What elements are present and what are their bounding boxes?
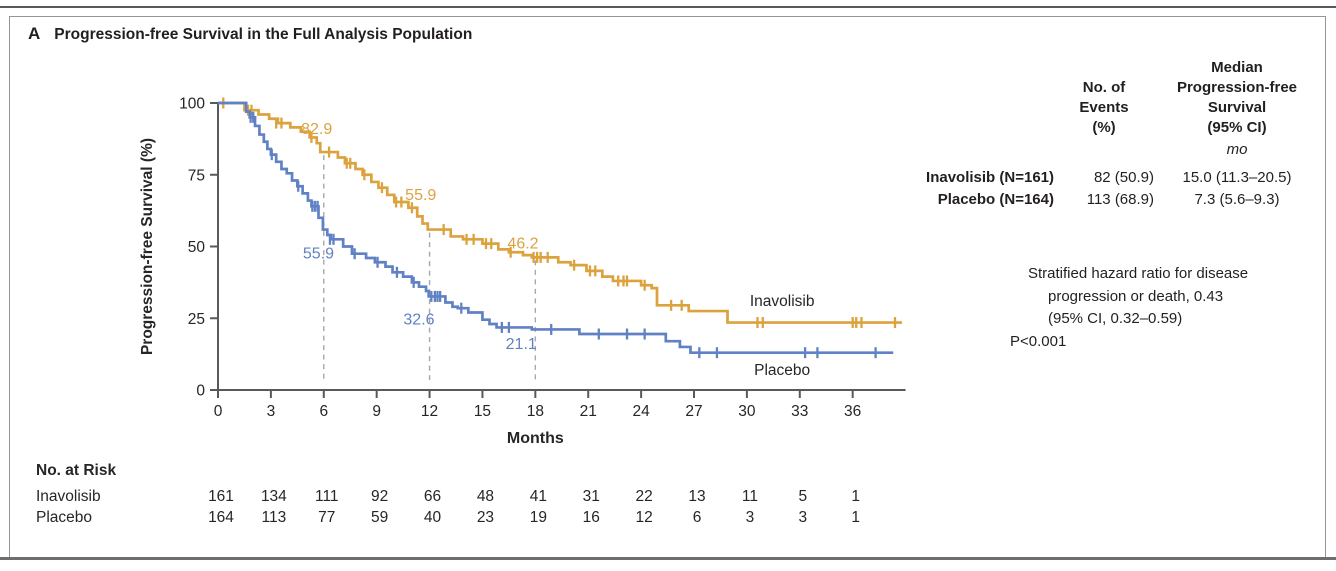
risk-count: 1 bbox=[851, 488, 860, 505]
survival-annotation: 21.1 bbox=[506, 336, 537, 353]
y-axis-title: Progression-free Survival (%) bbox=[139, 138, 156, 355]
curve-label-placebo: Placebo bbox=[754, 362, 810, 379]
median-value: 15.0 (11.3–20.5) bbox=[1182, 169, 1292, 186]
risk-count: 19 bbox=[530, 509, 547, 526]
x-tick-label: 33 bbox=[791, 403, 808, 420]
y-tick-label: 50 bbox=[188, 239, 206, 256]
risk-count: 92 bbox=[371, 488, 388, 505]
x-axis-title: Months bbox=[507, 430, 564, 447]
x-tick-label: 24 bbox=[632, 403, 650, 420]
y-tick-label: 0 bbox=[196, 383, 205, 400]
curve-label-inavolisib: Inavolisib bbox=[750, 293, 815, 310]
risk-count: 11 bbox=[742, 488, 758, 505]
risk-count: 41 bbox=[530, 488, 547, 505]
top-rule bbox=[0, 6, 1336, 8]
km-curve-inavolisib bbox=[218, 101, 903, 324]
risk-count: 1 bbox=[851, 509, 860, 526]
stats-block: No. of Events (%) Median Progression-fre… bbox=[884, 58, 1320, 210]
panel-letter: A bbox=[28, 24, 41, 43]
x-tick-label: 21 bbox=[580, 403, 597, 420]
stats-row-inavolisib: Inavolisib (N=161) 82 (50.9) 15.0 (11.3–… bbox=[884, 167, 1320, 189]
risk-count: 3 bbox=[746, 509, 755, 526]
group-label: Inavolisib (N=161) bbox=[926, 169, 1054, 186]
risk-count: 113 bbox=[262, 509, 287, 526]
x-tick-label: 0 bbox=[214, 403, 223, 420]
risk-row-label: Inavolisib bbox=[36, 488, 101, 505]
risk-count: 134 bbox=[261, 488, 287, 505]
x-tick-label: 36 bbox=[844, 403, 861, 420]
survival-annotation: 55.9 bbox=[405, 187, 436, 204]
survival-annotation: 32.6 bbox=[403, 312, 434, 329]
y-tick-label: 75 bbox=[188, 167, 205, 184]
x-tick-label: 18 bbox=[527, 403, 544, 420]
x-tick-label: 27 bbox=[685, 403, 702, 420]
events-value: 113 (68.9) bbox=[1086, 190, 1154, 208]
x-tick-label: 3 bbox=[267, 403, 276, 420]
figure-panel-border bbox=[9, 16, 1326, 560]
unit-label: mo bbox=[1226, 141, 1248, 158]
risk-count: 161 bbox=[208, 488, 234, 505]
km-series-inavolisib: Inavolisib 82.9 55.9 46.2 bbox=[218, 97, 903, 329]
y-tick-label: 100 bbox=[179, 96, 205, 113]
y-tick-label: 25 bbox=[188, 311, 205, 328]
risk-count: 16 bbox=[583, 509, 600, 526]
risk-count: 59 bbox=[371, 509, 388, 526]
no-at-risk-heading: No. at Risk bbox=[36, 462, 116, 479]
risk-count: 77 bbox=[318, 509, 335, 526]
survival-annotation: 55.9 bbox=[303, 246, 334, 263]
risk-count: 22 bbox=[635, 488, 652, 505]
km-series-placebo: Placebo 55.9 32.6 21.1 bbox=[218, 101, 894, 379]
risk-count: 66 bbox=[424, 488, 441, 505]
risk-count: 23 bbox=[477, 509, 494, 526]
hazard-ratio-note: Stratified hazard ratio for disease prog… bbox=[1010, 263, 1330, 353]
dashed-guides bbox=[323, 155, 537, 382]
risk-count: 31 bbox=[583, 488, 600, 505]
risk-count: 164 bbox=[208, 509, 234, 526]
survival-annotation: 46.2 bbox=[507, 236, 538, 253]
risk-count: 5 bbox=[798, 488, 807, 505]
bottom-rule bbox=[0, 557, 1336, 560]
group-label: Placebo (N=164) bbox=[937, 190, 1054, 208]
panel-title-text: Progression-free Survival in the Full An… bbox=[54, 26, 473, 43]
events-column-header: No. of Events (%) bbox=[1079, 79, 1129, 136]
km-curve-placebo bbox=[218, 101, 894, 355]
p-value: P<0.001 bbox=[1010, 332, 1067, 350]
risk-count: 13 bbox=[688, 488, 705, 505]
x-tick-label: 12 bbox=[421, 403, 438, 420]
risk-count: 111 bbox=[315, 488, 339, 505]
stats-rows: Inavolisib (N=161) 82 (50.9) 15.0 (11.3–… bbox=[884, 167, 1320, 210]
unit-row: mo bbox=[884, 141, 1320, 159]
median-column-header: Median Progression-free Survival (95% CI… bbox=[1176, 59, 1298, 136]
x-tick-label: 9 bbox=[372, 403, 381, 420]
x-tick-label: 6 bbox=[319, 403, 328, 420]
risk-row-label: Placebo bbox=[36, 509, 92, 526]
panel-title: A Progression-free Survival in the Full A… bbox=[28, 24, 472, 44]
risk-count: 48 bbox=[477, 488, 494, 505]
x-tick-label: 30 bbox=[738, 403, 756, 420]
risk-count: 6 bbox=[693, 509, 702, 526]
survival-annotation: 82.9 bbox=[301, 121, 332, 138]
events-value: 82 (50.9) bbox=[1093, 169, 1154, 186]
x-tick-label: 15 bbox=[474, 403, 491, 420]
risk-count: 3 bbox=[798, 509, 807, 526]
median-value: 7.3 (5.6–9.3) bbox=[1194, 190, 1280, 208]
risk-count: 12 bbox=[635, 509, 652, 526]
stats-header-row: No. of Events (%) Median Progression-fre… bbox=[884, 58, 1320, 138]
risk-count: 40 bbox=[424, 509, 442, 526]
stats-row-placebo: Placebo (N=164) 113 (68.9) 7.3 (5.6–9.3) bbox=[884, 189, 1320, 211]
